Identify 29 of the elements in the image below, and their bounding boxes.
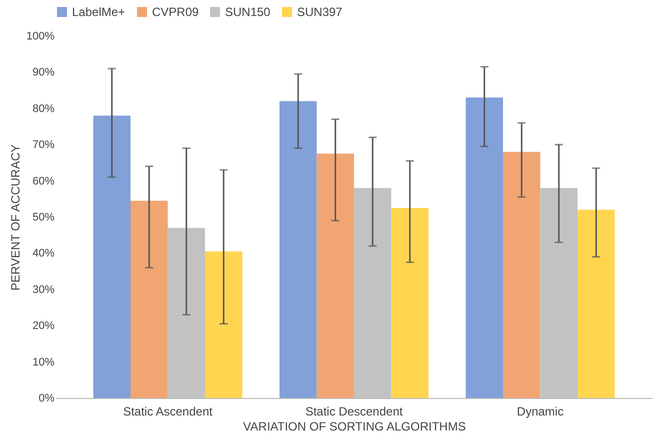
y-tick-label: 30%: [32, 284, 55, 296]
bar: [391, 208, 428, 398]
y-tick-label: 10%: [32, 356, 55, 368]
bar: [466, 98, 503, 398]
y-tick-label: 50%: [32, 212, 55, 224]
y-tick-label: 20%: [32, 320, 55, 332]
bar: [130, 200, 168, 398]
bar: [316, 154, 354, 398]
legend-label: CVPR09: [152, 5, 200, 19]
x-axis-title: VARIATION OF SORTING ALGORITHMS: [243, 420, 466, 434]
x-tick-label: Static Descendent: [305, 404, 404, 418]
legend-label: SUN397: [297, 5, 343, 19]
y-axis-title: PERVENT OF ACCURACY: [8, 144, 22, 291]
bar: [280, 101, 317, 398]
x-tick-label: Static Ascendent: [123, 404, 214, 418]
y-tick-label: 0%: [38, 392, 55, 404]
y-tick-label: 100%: [26, 30, 55, 42]
y-tick-label: 70%: [32, 139, 55, 152]
y-tick-label: 80%: [32, 102, 55, 115]
bar: [93, 116, 130, 398]
legend-label: SUN150: [225, 5, 271, 19]
x-tick-label: Dynamic: [516, 404, 564, 418]
y-tick-label: 40%: [32, 248, 55, 260]
legend-label: LabelMe+: [72, 5, 126, 19]
y-tick-label: 90%: [32, 66, 55, 79]
bar: [503, 152, 540, 398]
bar: [205, 251, 242, 398]
y-tick-label: 60%: [32, 175, 55, 188]
bar: [578, 210, 615, 398]
